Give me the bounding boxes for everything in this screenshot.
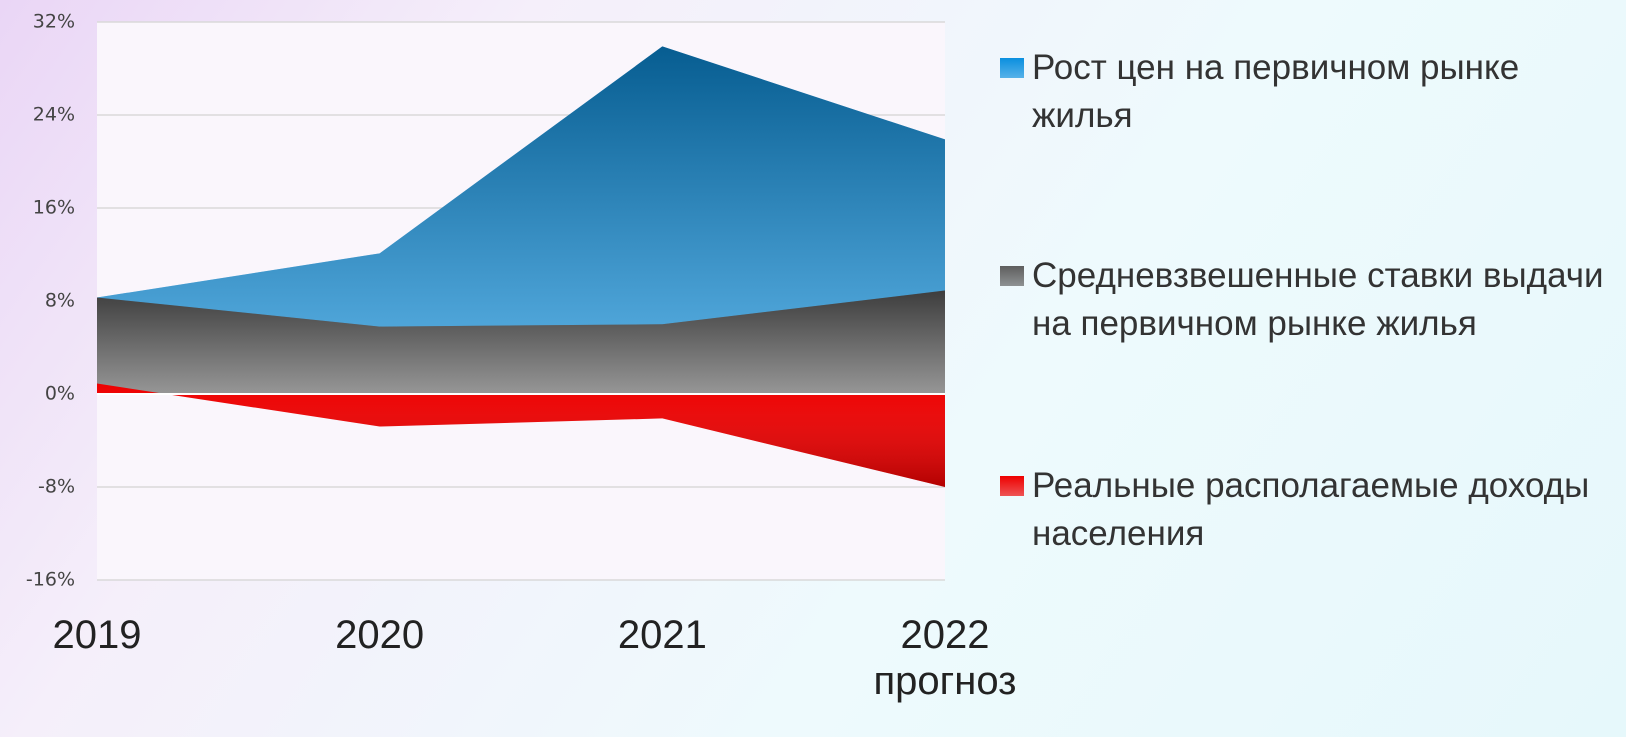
legend-swatch [1000, 58, 1024, 78]
x-tick-label: 2020 [335, 613, 425, 657]
legend-swatch [1000, 476, 1024, 496]
y-tick-label: 8% [45, 290, 75, 312]
y-tick-label: -16% [26, 569, 75, 591]
y-tick-label: 0% [45, 383, 75, 405]
legend-swatch [1000, 266, 1024, 286]
x-tick-label: 2022 прогноз [873, 613, 1017, 703]
x-tick-label: 2019 [52, 613, 142, 657]
x-tick-label: 2021 [617, 613, 707, 657]
legend-label: Средневзвешенные ставки выдачи на первич… [1032, 256, 1604, 343]
area-shading [97, 290, 945, 394]
area-shading [97, 383, 945, 487]
y-tick-label: 24% [33, 104, 75, 126]
legend-label: Реальные располагаемые доходы населения [1032, 466, 1590, 553]
legend-label: Рост цен на первичном рынке жилья [1032, 48, 1520, 135]
area-shading [97, 46, 945, 394]
y-tick-label: 32% [33, 11, 75, 33]
y-tick-label: 16% [33, 197, 75, 219]
y-tick-label: -8% [38, 476, 75, 498]
